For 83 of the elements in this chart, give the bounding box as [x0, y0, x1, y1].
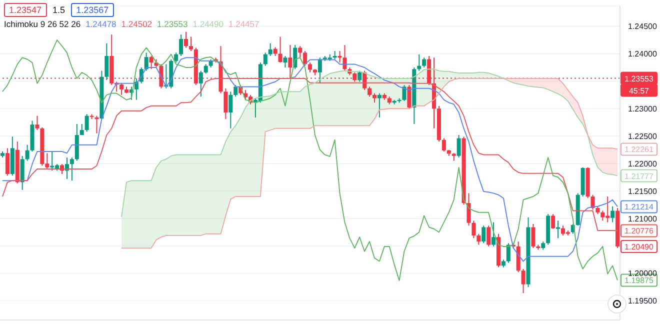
y-tick-label: 1.24000 — [628, 50, 658, 59]
candlestick — [184, 31, 188, 48]
candlestick — [486, 225, 491, 247]
candlestick — [234, 84, 238, 98]
candlestick — [318, 57, 322, 84]
candlestick — [372, 92, 376, 104]
candlestick — [551, 214, 556, 230]
candlestick — [492, 222, 496, 247]
y-tick-label: 1.21000 — [628, 214, 658, 224]
candlestick — [25, 144, 30, 162]
candlestick — [20, 155, 24, 190]
annotation: 1.20490 — [624, 242, 654, 252]
candlestick — [228, 91, 233, 129]
y-tick-label: 1.19500 — [628, 296, 658, 306]
line-series — [2, 57, 618, 262]
candlestick — [224, 88, 228, 120]
annotation: 45:57 — [628, 86, 650, 96]
annotation: 1.24502 — [121, 19, 152, 29]
candlestick — [456, 134, 461, 158]
candlestick — [94, 115, 99, 134]
annotation: 1.24478 — [86, 19, 116, 29]
line-series — [121, 68, 618, 218]
candlestick — [179, 34, 184, 56]
candlestick — [531, 223, 536, 249]
candlestick — [422, 57, 426, 68]
candlestick — [5, 148, 10, 176]
data-label: 1.22261 — [624, 145, 654, 154]
candlestick — [204, 64, 208, 74]
y-tick-label: 1.23000 — [628, 104, 658, 114]
candlestick — [298, 46, 302, 58]
annotation: 1.23553 — [157, 19, 188, 29]
candlestick — [377, 92, 382, 118]
candlestick — [521, 268, 526, 294]
y-tick-label: 1.24500 — [628, 22, 658, 32]
candlestick — [590, 194, 595, 210]
candlestick — [174, 52, 178, 64]
candlestick — [358, 70, 362, 82]
candlestick — [35, 115, 40, 131]
annotation: 1.24490 — [192, 19, 224, 29]
candlestick — [610, 206, 615, 223]
data-label: 1.21214 — [624, 202, 654, 212]
candlestick — [556, 220, 560, 239]
annotation: 1.5 — [52, 5, 66, 15]
candlestick — [278, 36, 282, 64]
candlestick — [368, 86, 372, 98]
candlestick — [476, 233, 481, 246]
y-tick-label: 1.22500 — [628, 132, 658, 141]
candlestick — [104, 42, 109, 81]
candlestick — [120, 82, 124, 96]
candlestick — [283, 55, 288, 68]
candlestick — [263, 52, 268, 66]
candlestick — [303, 50, 308, 66]
candlestick — [188, 36, 193, 52]
annotation: Ichimoku 9 26 52 26 — [4, 19, 81, 29]
data-label: 1.19875 — [624, 276, 654, 286]
data-label: 1.21777 — [624, 172, 654, 181]
candlestick — [338, 50, 342, 64]
candlestick — [402, 84, 406, 102]
annotation: 1.23547 — [4, 3, 47, 17]
y-tick-label: 1.22000 — [628, 159, 658, 168]
candlestick — [407, 84, 412, 110]
candlestick — [417, 54, 422, 72]
annotation: 1.24457 — [228, 19, 260, 29]
candlestick — [472, 220, 476, 239]
candlestick — [198, 70, 203, 98]
line-series — [2, 40, 618, 281]
y-tick-label: 1.21500 — [628, 186, 658, 196]
candlestick — [84, 114, 89, 132]
ref-line-label: 1.23553 — [624, 74, 654, 84]
candlestick — [308, 62, 312, 73]
candlestick — [149, 55, 154, 70]
data-label: 1.20776 — [624, 226, 654, 236]
candlestick — [288, 44, 292, 79]
candlestick — [342, 44, 347, 72]
candlestick — [70, 157, 74, 182]
line-series — [121, 78, 618, 249]
annotation: 1.23567 — [71, 3, 114, 17]
candlestick — [442, 138, 446, 152]
candlestick — [268, 42, 272, 56]
candlestick — [144, 52, 148, 72]
candlestick — [506, 242, 510, 264]
candlestick — [466, 192, 471, 226]
candlestick — [482, 225, 486, 244]
